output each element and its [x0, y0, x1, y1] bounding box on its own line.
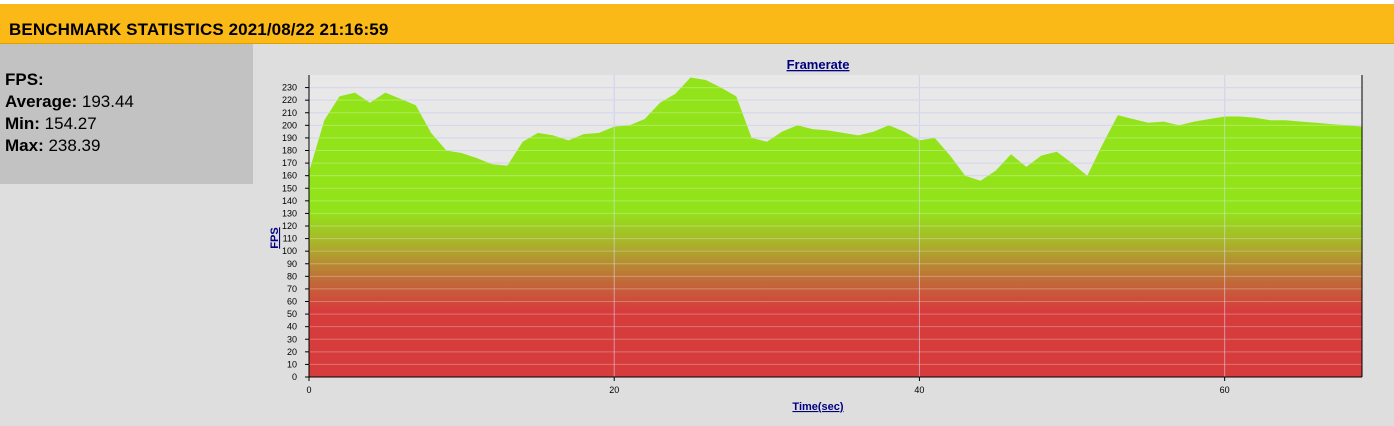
min-stat: Min: 154.27: [5, 114, 97, 134]
y-tick-label: 120: [282, 221, 297, 231]
y-tick-label: 150: [282, 183, 297, 193]
y-tick-label: 40: [287, 322, 297, 332]
y-tick-label: 20: [287, 347, 297, 357]
max-value: 238.39: [48, 136, 101, 155]
y-tick-label: 100: [282, 246, 297, 256]
y-tick-label: 170: [282, 158, 297, 168]
framerate-chart: 0 10 20 30 40 50 60 70 80 90 100 110 120 130 140 150 160…: [253, 44, 1394, 426]
y-tick-label: 200: [282, 120, 297, 130]
y-tick-label: 80: [287, 271, 297, 281]
y-tick-label: 70: [287, 284, 297, 294]
y-tick-label: 230: [282, 83, 297, 93]
y-tick-label: 0: [292, 372, 297, 382]
y-tick-label: 90: [287, 259, 297, 269]
y-tick-label: 220: [282, 95, 297, 105]
x-tick-label: 60: [1220, 385, 1230, 395]
max-stat: Max: 238.39: [5, 136, 100, 156]
x-axis-label: Time(sec): [792, 401, 843, 413]
header-bar: BENCHMARK STATISTICS 2021/08/22 21:16:59: [0, 4, 1394, 44]
top-strip: [0, 0, 1394, 4]
chart-title: Framerate: [787, 57, 850, 72]
average-stat: Average: 193.44: [5, 92, 134, 112]
framerate-chart-svg: 0 10 20 30 40 50 60 70 80 90 100 110 120 130 140 150 160…: [269, 57, 1363, 413]
average-label: Average:: [5, 92, 78, 111]
min-value: 154.27: [44, 114, 97, 133]
y-tick-label: 60: [287, 297, 297, 307]
y-tick-label: 110: [283, 234, 297, 244]
x-tick-label: 40: [914, 385, 924, 395]
max-label: Max:: [5, 136, 44, 155]
y-tick-label: 130: [282, 208, 297, 218]
fps-heading: FPS:: [5, 70, 44, 89]
y-tick-label: 180: [282, 146, 297, 156]
y-tick-label: 30: [287, 334, 297, 344]
tick-labels: 0 10 20 30 40 50 60 70 80 90 100 110 120 130 140 150 160…: [282, 83, 1230, 395]
y-tick-label: 160: [282, 171, 297, 181]
stats-panel: FPS: Average: 193.44 Min: 154.27 Max: 23…: [0, 44, 253, 184]
page-title: BENCHMARK STATISTICS 2021/08/22 21:16:59: [9, 20, 389, 39]
x-tick-label: 20: [609, 385, 619, 395]
average-value: 193.44: [81, 92, 134, 111]
y-axis-label: FPS: [269, 227, 281, 248]
x-tick-label: 0: [306, 385, 311, 395]
y-tick-label: 140: [282, 196, 297, 206]
y-tick-label: 190: [282, 133, 297, 143]
min-label: Min:: [5, 114, 40, 133]
y-tick-label: 50: [287, 309, 297, 319]
y-tick-label: 10: [287, 359, 297, 369]
series-area: [309, 77, 1362, 377]
y-tick-label: 210: [282, 108, 297, 118]
